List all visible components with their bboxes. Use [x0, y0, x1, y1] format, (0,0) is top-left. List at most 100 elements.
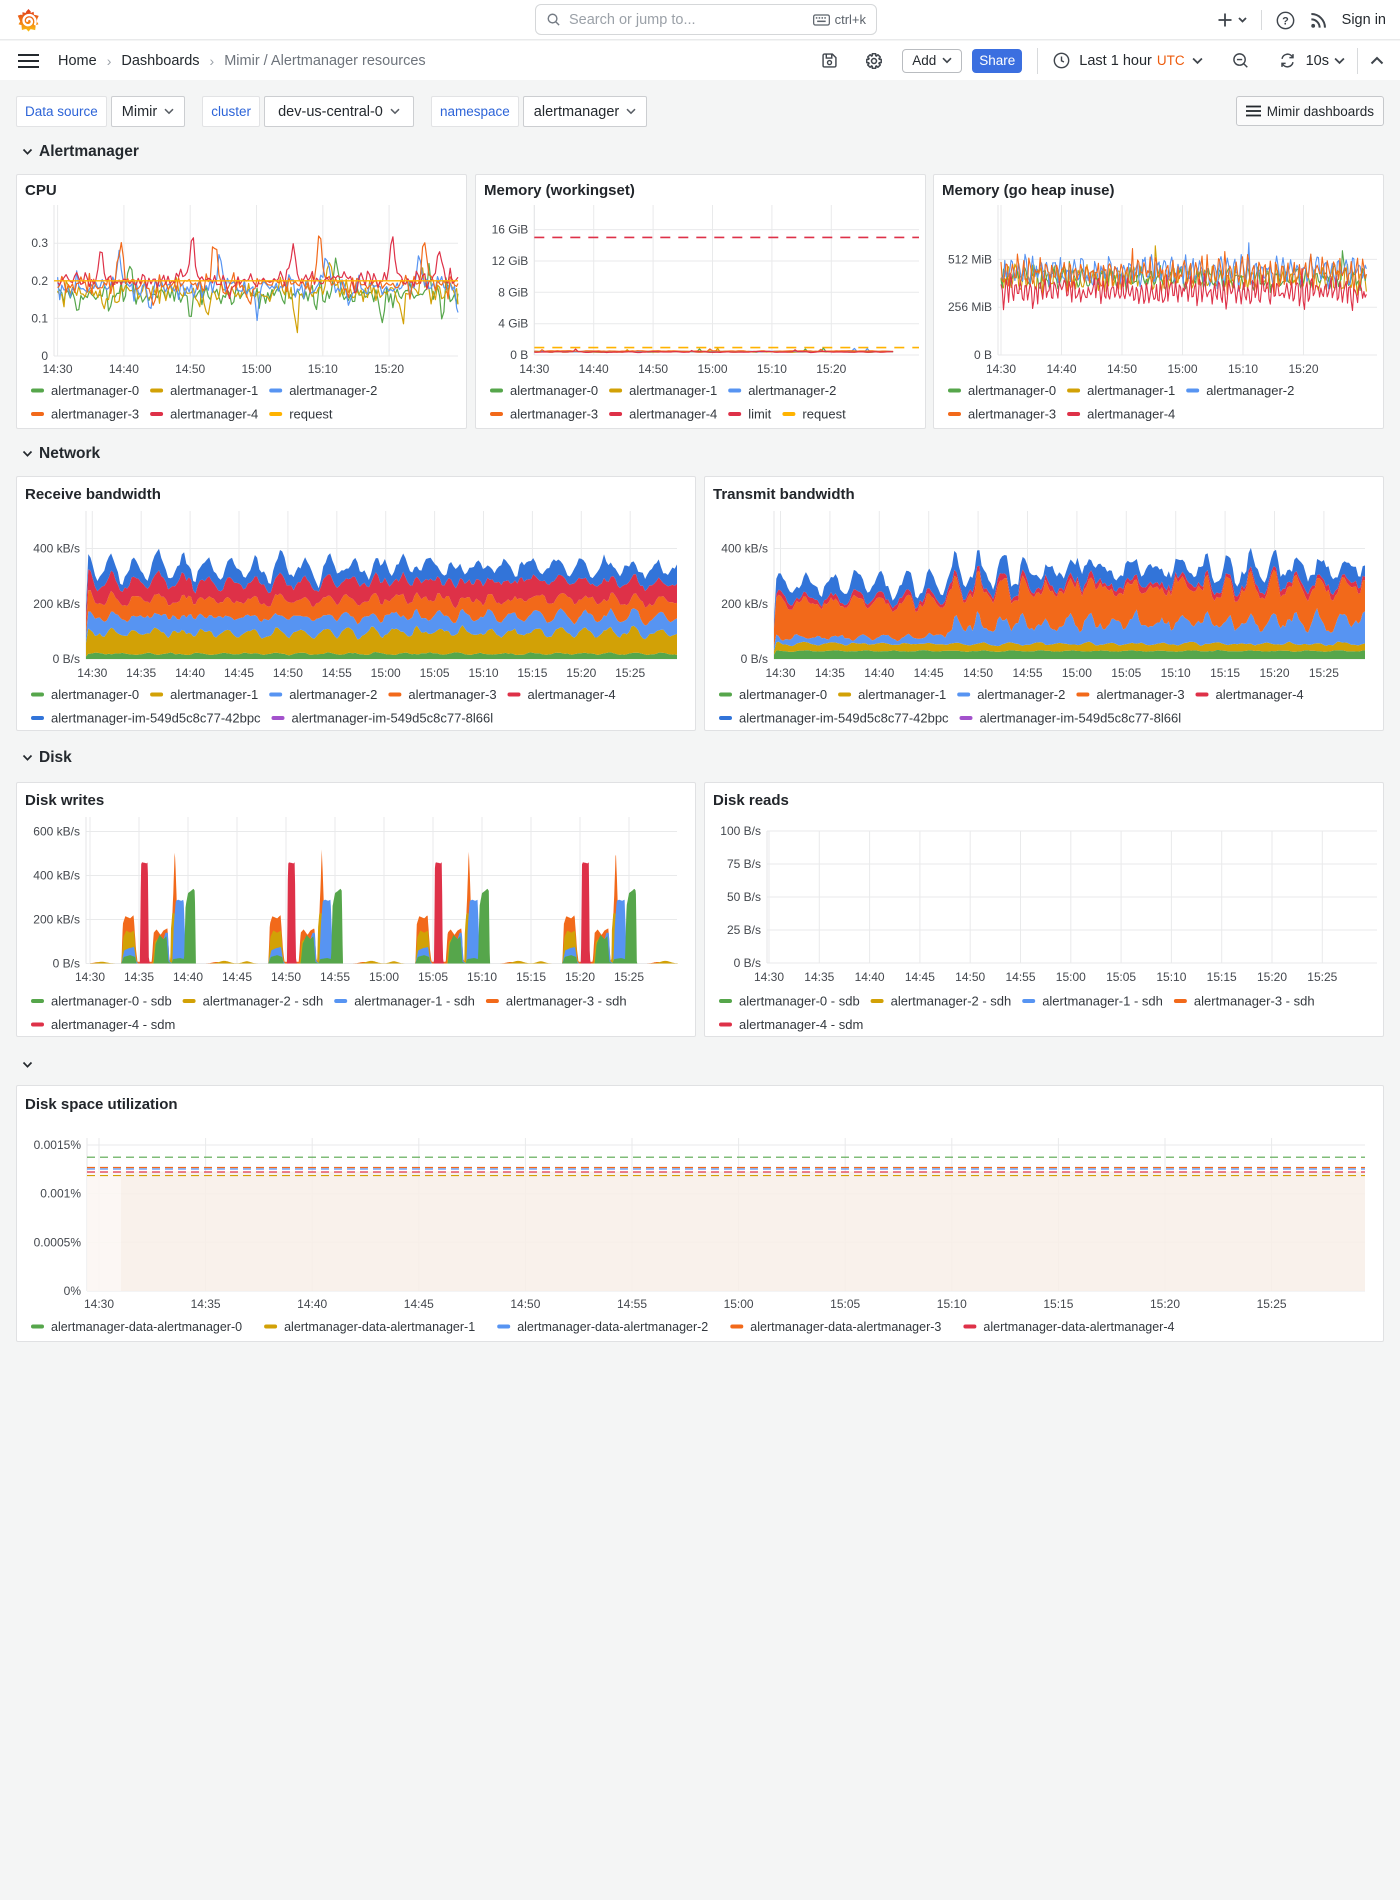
svg-text:15:10: 15:10: [468, 666, 498, 680]
svg-text:alertmanager-data-alertmanager: alertmanager-data-alertmanager-3: [750, 1320, 941, 1334]
svg-text:14:50: 14:50: [955, 970, 985, 984]
svg-text:alertmanager-4: alertmanager-4: [528, 687, 616, 702]
svg-text:15:25: 15:25: [614, 970, 644, 984]
svg-text:alertmanager-2: alertmanager-2: [289, 383, 377, 398]
svg-text:15:05: 15:05: [1111, 666, 1141, 680]
svg-text:14:30: 14:30: [43, 362, 73, 376]
svg-text:alertmanager-0: alertmanager-0: [510, 383, 598, 398]
svg-text:Disk writes: Disk writes: [25, 792, 104, 809]
svg-text:14:35: 14:35: [804, 970, 834, 984]
svg-text:15:20: 15:20: [1150, 1297, 1180, 1311]
svg-text:0.0015%: 0.0015%: [34, 1138, 82, 1152]
svg-text:400 kB/s: 400 kB/s: [33, 869, 80, 883]
svg-text:alertmanager-im-549d5c8c77-42b: alertmanager-im-549d5c8c77-42bpc: [739, 711, 949, 726]
svg-text:alertmanager-4: alertmanager-4: [1216, 687, 1304, 702]
svg-text:15:25: 15:25: [615, 666, 645, 680]
svg-text:0.3: 0.3: [31, 236, 48, 250]
svg-text:alertmanager-0: alertmanager-0: [51, 383, 139, 398]
svg-text:15:05: 15:05: [420, 666, 450, 680]
svg-text:?: ?: [1282, 15, 1289, 27]
svg-text:15:25: 15:25: [1257, 1297, 1287, 1311]
svg-text:Memory (go heap inuse): Memory (go heap inuse): [942, 182, 1115, 199]
svg-text:15:00: 15:00: [241, 362, 271, 376]
svg-text:15:00: 15:00: [1056, 970, 1086, 984]
svg-text:15:05: 15:05: [1106, 970, 1136, 984]
svg-text:15:05: 15:05: [830, 1297, 860, 1311]
svg-text:request: request: [289, 407, 333, 422]
svg-text:14:30: 14:30: [765, 666, 795, 680]
svg-text:request: request: [802, 407, 846, 422]
svg-text:200 kB/s: 200 kB/s: [721, 597, 768, 611]
svg-text:alertmanager-data-alertmanager: alertmanager-data-alertmanager-0: [51, 1320, 242, 1334]
svg-text:Memory (workingset): Memory (workingset): [484, 182, 635, 199]
svg-text:600 kB/s: 600 kB/s: [33, 825, 80, 839]
svg-text:14:50: 14:50: [175, 362, 205, 376]
svg-text:alertmanager-1: alertmanager-1: [858, 687, 946, 702]
svg-text:0%: 0%: [64, 1284, 82, 1298]
svg-text:14:30: 14:30: [986, 362, 1016, 376]
svg-text:14:45: 14:45: [905, 970, 935, 984]
svg-text:15:00: 15:00: [697, 362, 727, 376]
svg-text:alertmanager-4: alertmanager-4: [170, 407, 258, 422]
svg-text:14:30: 14:30: [77, 666, 107, 680]
svg-text:512 MiB: 512 MiB: [948, 252, 992, 266]
svg-text:alertmanager-3: alertmanager-3: [408, 687, 496, 702]
svg-text:0 B/s: 0 B/s: [53, 652, 80, 666]
svg-text:14:30: 14:30: [754, 970, 784, 984]
svg-text:0.001%: 0.001%: [40, 1187, 81, 1201]
svg-text:alertmanager-0: alertmanager-0: [968, 383, 1056, 398]
svg-text:14:55: 14:55: [1012, 666, 1042, 680]
svg-text:0 B/s: 0 B/s: [741, 652, 768, 666]
svg-text:12 GiB: 12 GiB: [491, 254, 528, 268]
svg-text:alertmanager-1 - sdh: alertmanager-1 - sdh: [1042, 994, 1163, 1009]
svg-text:14:40: 14:40: [109, 362, 139, 376]
svg-text:15:05: 15:05: [418, 970, 448, 984]
svg-text:15:10: 15:10: [467, 970, 497, 984]
svg-text:14:30: 14:30: [84, 1297, 114, 1311]
svg-text:alertmanager-0: alertmanager-0: [739, 687, 827, 702]
svg-text:14:50: 14:50: [510, 1297, 540, 1311]
svg-text:0: 0: [41, 349, 48, 363]
svg-text:15:00: 15:00: [1062, 666, 1092, 680]
svg-text:alertmanager-0: alertmanager-0: [51, 687, 139, 702]
svg-text:0.0005%: 0.0005%: [34, 1235, 82, 1249]
svg-text:15:15: 15:15: [1043, 1297, 1073, 1311]
svg-text:alertmanager-3: alertmanager-3: [968, 407, 1056, 422]
svg-text:200 kB/s: 200 kB/s: [33, 913, 80, 927]
svg-text:alertmanager-2: alertmanager-2: [1206, 383, 1294, 398]
svg-text:alertmanager-data-alertmanager: alertmanager-data-alertmanager-4: [983, 1320, 1174, 1334]
svg-text:alertmanager-0 - sdb: alertmanager-0 - sdb: [51, 994, 172, 1009]
svg-text:14:40: 14:40: [578, 362, 608, 376]
svg-text:15:10: 15:10: [1228, 362, 1258, 376]
svg-text:14:45: 14:45: [404, 1297, 434, 1311]
svg-text:14:30: 14:30: [75, 970, 105, 984]
svg-text:Disk reads: Disk reads: [713, 792, 789, 809]
svg-text:15:10: 15:10: [1161, 666, 1191, 680]
svg-text:alertmanager-1: alertmanager-1: [170, 383, 258, 398]
svg-text:14:35: 14:35: [191, 1297, 221, 1311]
svg-text:alertmanager-0 - sdb: alertmanager-0 - sdb: [739, 994, 860, 1009]
svg-text:14:55: 14:55: [320, 970, 350, 984]
svg-text:14:40: 14:40: [1047, 362, 1077, 376]
svg-text:alertmanager-3 - sdh: alertmanager-3 - sdh: [506, 994, 627, 1009]
svg-text:50 B/s: 50 B/s: [727, 890, 761, 904]
svg-text:4 GiB: 4 GiB: [498, 317, 528, 331]
svg-text:15:25: 15:25: [1307, 970, 1337, 984]
svg-text:15:20: 15:20: [374, 362, 404, 376]
svg-text:alertmanager-4: alertmanager-4: [1087, 407, 1175, 422]
svg-text:14:55: 14:55: [1005, 970, 1035, 984]
svg-text:alertmanager-3: alertmanager-3: [510, 407, 598, 422]
svg-text:14:50: 14:50: [1107, 362, 1137, 376]
svg-text:alertmanager-data-alertmanager: alertmanager-data-alertmanager-2: [517, 1320, 708, 1334]
svg-text:alertmanager-4 - sdm: alertmanager-4 - sdm: [51, 1017, 175, 1032]
svg-text:alertmanager-im-549d5c8c77-8l6: alertmanager-im-549d5c8c77-8l66l: [292, 711, 494, 726]
svg-text:15:15: 15:15: [1207, 970, 1237, 984]
svg-text:alertmanager-2 - sdh: alertmanager-2 - sdh: [203, 994, 324, 1009]
svg-text:14:50: 14:50: [963, 666, 993, 680]
svg-text:0 B: 0 B: [974, 348, 992, 362]
svg-text:14:45: 14:45: [222, 970, 252, 984]
svg-text:15:10: 15:10: [757, 362, 787, 376]
svg-text:14:55: 14:55: [617, 1297, 647, 1311]
svg-text:400 kB/s: 400 kB/s: [721, 542, 768, 556]
svg-text:0 B/s: 0 B/s: [734, 956, 761, 970]
